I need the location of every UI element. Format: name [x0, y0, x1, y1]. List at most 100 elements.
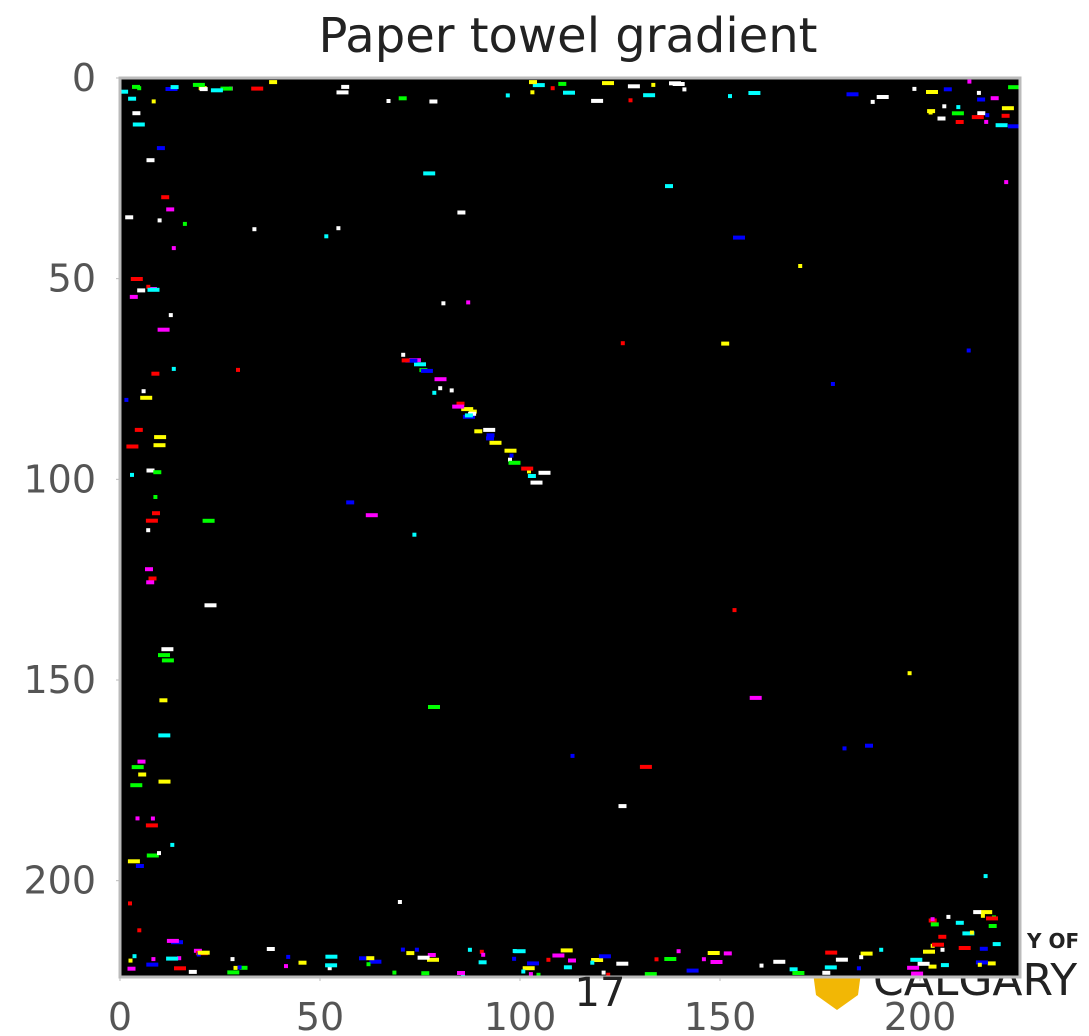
pixel [438, 386, 443, 391]
pixel [138, 772, 147, 777]
pixel [669, 81, 681, 86]
pixel [325, 954, 338, 959]
pixel [298, 960, 307, 965]
pixel [983, 874, 988, 879]
pixel [427, 953, 436, 957]
pixel [126, 444, 139, 449]
x-tick-label: 200 [884, 995, 957, 1036]
y-tick-label: 0 [72, 56, 96, 100]
pixel [397, 900, 402, 904]
pixel [591, 98, 604, 103]
pixel [536, 972, 541, 977]
pixel [171, 246, 176, 251]
pixel [971, 115, 984, 120]
pixel [955, 120, 964, 124]
pixel [958, 946, 971, 950]
pixel [467, 947, 472, 952]
x-tick-label: 50 [296, 995, 344, 1036]
pixel [233, 965, 238, 970]
pixel [284, 964, 288, 969]
pixel [509, 453, 514, 458]
pixel [938, 934, 947, 939]
pixel [137, 288, 146, 293]
pixel [137, 928, 142, 933]
pixel [199, 87, 208, 92]
pixel [366, 962, 371, 967]
pixel [325, 963, 338, 968]
pixel [721, 341, 730, 346]
pixel [917, 961, 930, 966]
pixel [651, 82, 656, 87]
pixel [969, 930, 974, 935]
pixel [749, 695, 762, 700]
pixel [976, 90, 981, 95]
pixel [146, 468, 155, 473]
pixel [204, 603, 217, 608]
pixel [192, 82, 205, 87]
pixel [336, 90, 349, 95]
pixel [153, 470, 162, 475]
pixel [170, 842, 175, 847]
pixel [876, 95, 889, 99]
pixel [865, 743, 873, 748]
pixel [252, 227, 257, 232]
pixel [161, 647, 174, 652]
pixel [197, 950, 210, 955]
pixel [154, 435, 167, 440]
pixel [907, 965, 920, 970]
pixel [434, 377, 447, 382]
pixel [466, 300, 471, 305]
pixel [842, 746, 847, 751]
pixel [182, 221, 187, 226]
pixel [530, 480, 543, 485]
pixel [513, 949, 526, 954]
pixel [926, 90, 938, 94]
pixel [148, 576, 157, 581]
pixel [161, 658, 174, 663]
pixel [701, 957, 706, 962]
pixel [464, 413, 473, 418]
pixel [452, 404, 465, 409]
pixel [568, 958, 576, 963]
pixel [227, 970, 240, 975]
pixel [341, 84, 350, 89]
pixel [644, 972, 657, 977]
pixel [474, 429, 483, 434]
pixel [417, 955, 430, 960]
pixel [151, 957, 156, 962]
pixel [432, 390, 437, 395]
pixel [145, 823, 158, 828]
pixel [664, 957, 677, 961]
pixel [441, 301, 446, 306]
pixel [792, 971, 805, 975]
pixel [151, 99, 156, 104]
pixel [468, 409, 477, 414]
x-tick-label: 150 [684, 995, 757, 1036]
pixel [527, 474, 536, 478]
pixel [429, 99, 438, 104]
pixel [923, 949, 935, 954]
pixel [145, 518, 158, 523]
pixel [158, 733, 171, 738]
pixel [530, 90, 535, 95]
pixel [131, 765, 144, 770]
pixel [401, 352, 406, 357]
pixel [129, 294, 138, 299]
pixel [236, 367, 240, 372]
pixel [912, 86, 917, 91]
pixel [427, 957, 439, 962]
pixel [942, 104, 947, 109]
pixel [521, 466, 534, 471]
pixel [456, 401, 465, 406]
pixel [962, 931, 975, 936]
pixel [943, 87, 952, 92]
logo-top: Y OF [1026, 929, 1079, 953]
pixel [856, 966, 861, 971]
pixel [128, 958, 133, 963]
pixel [489, 440, 502, 445]
pixel [202, 518, 215, 523]
pixel [336, 226, 341, 231]
pixel [166, 956, 179, 961]
pixel [606, 972, 611, 977]
pixel [508, 457, 512, 462]
